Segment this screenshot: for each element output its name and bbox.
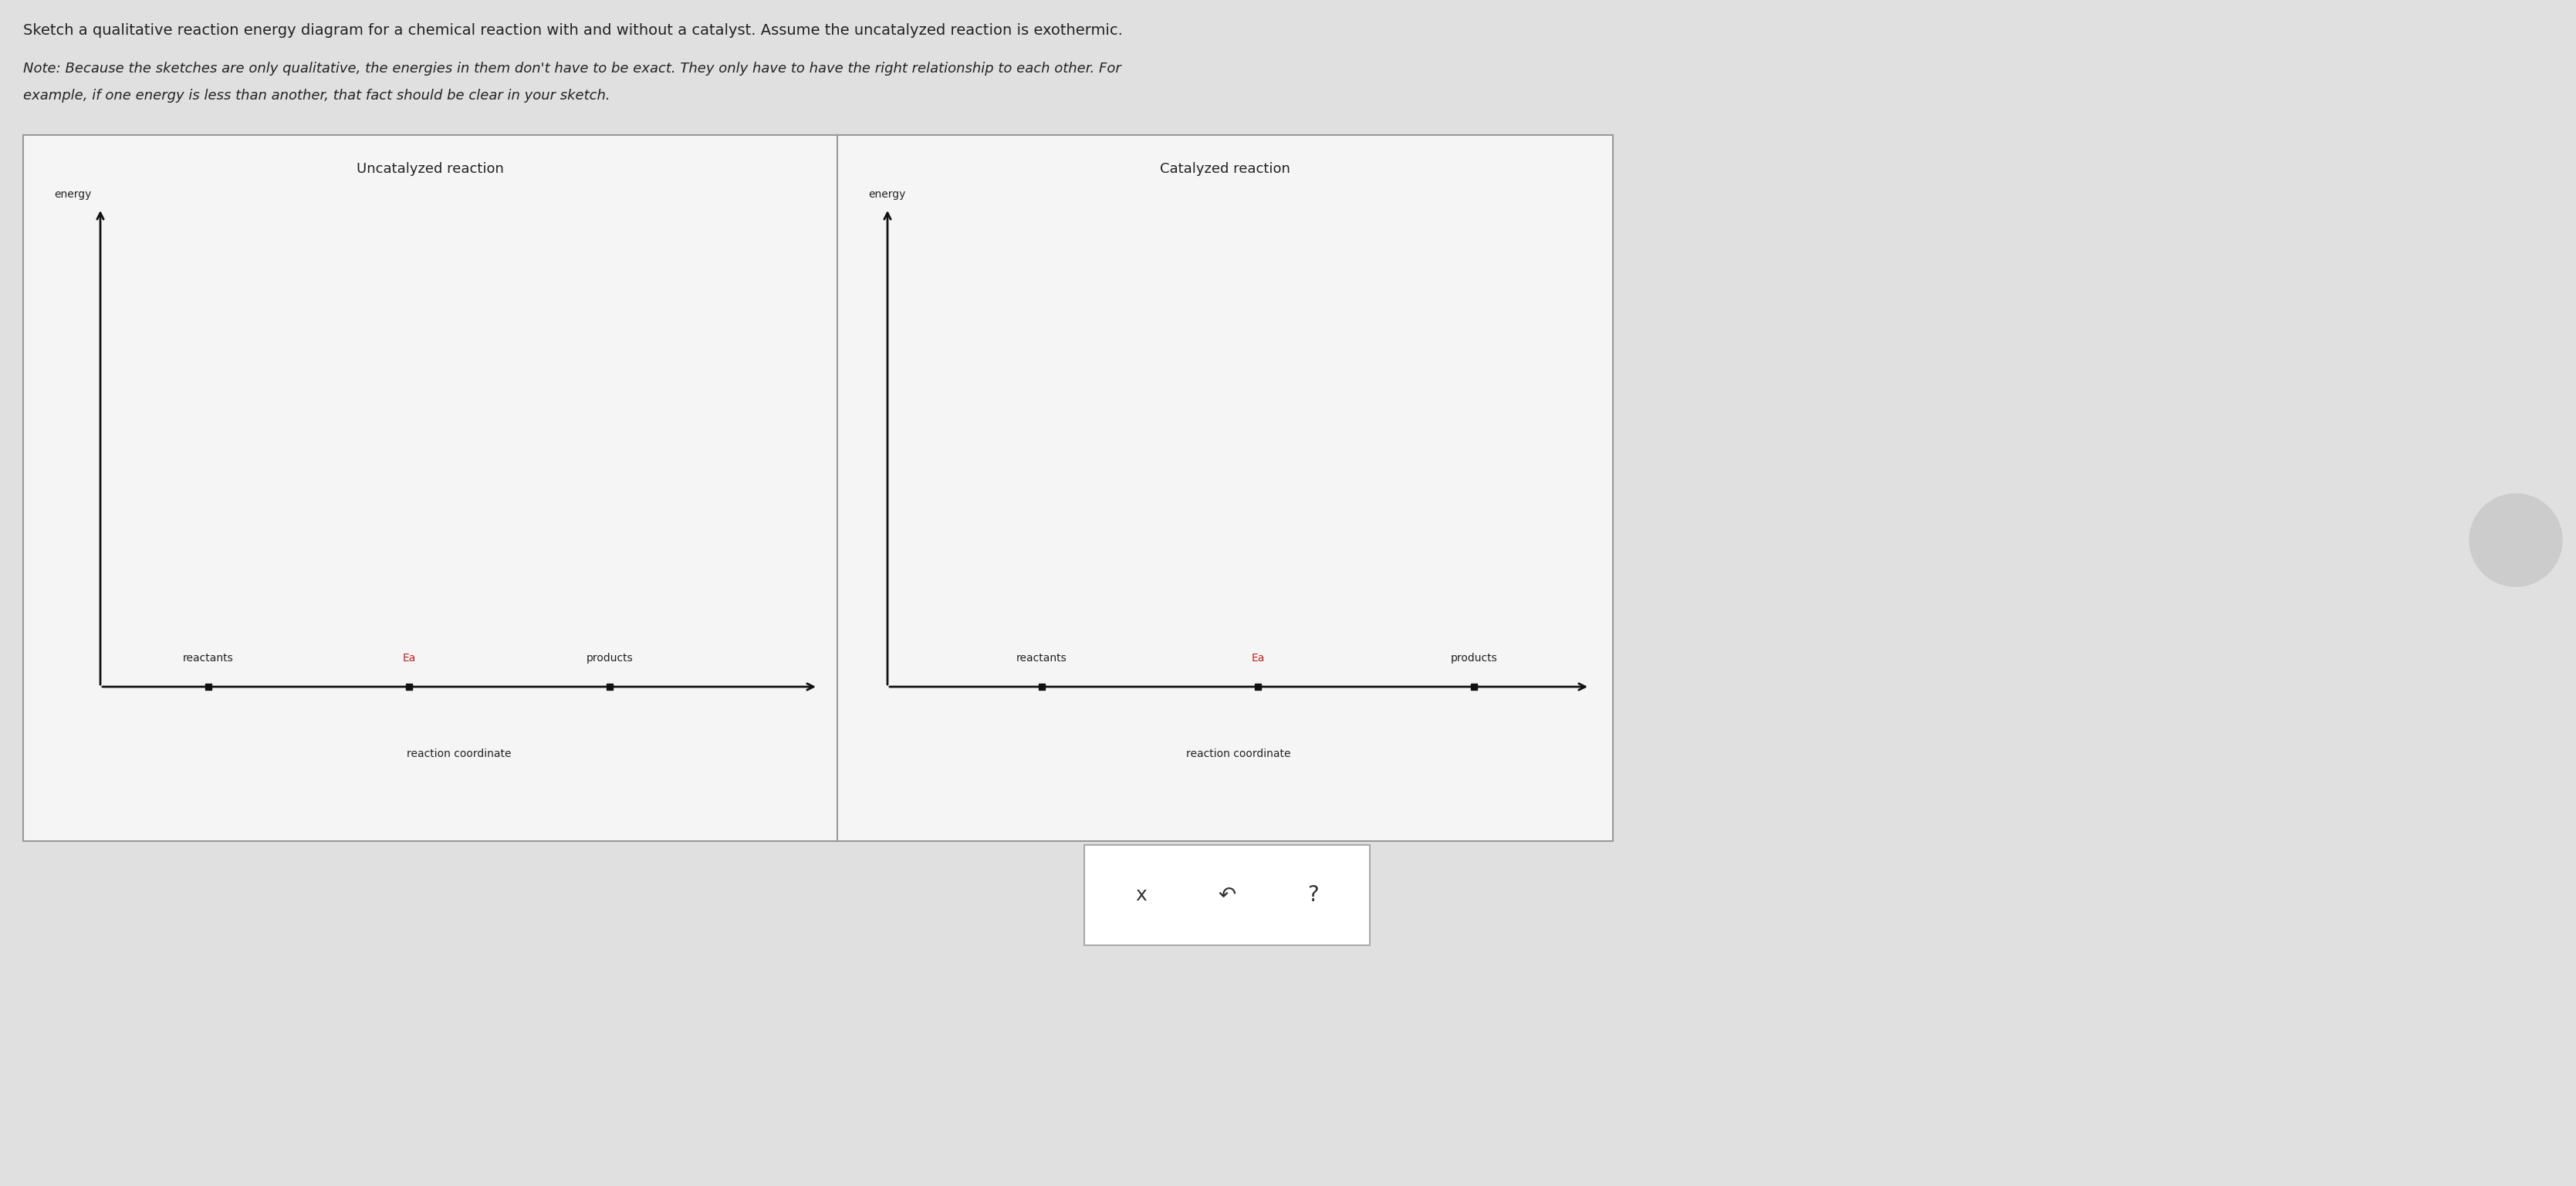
Text: Note: Because the sketches are only qualitative, the energies in them don't have: Note: Because the sketches are only qual… (23, 62, 1121, 76)
Text: reactants: reactants (183, 652, 234, 664)
Text: Uncatalyzed reaction: Uncatalyzed reaction (355, 162, 505, 176)
Text: Ea: Ea (1252, 652, 1265, 664)
Circle shape (2470, 493, 2563, 586)
Text: ?: ? (1306, 885, 1319, 906)
Text: Ea: Ea (402, 652, 415, 664)
Text: reaction coordinate: reaction coordinate (407, 748, 513, 759)
Bar (1084, 844, 1370, 945)
Text: products: products (1450, 652, 1497, 664)
Text: reaction coordinate: reaction coordinate (1188, 748, 1291, 759)
Text: x: x (1136, 886, 1146, 905)
Text: example, if one energy is less than another, that fact should be clear in your s: example, if one energy is less than anot… (23, 89, 611, 103)
Text: Sketch a qualitative reaction energy diagram for a chemical reaction with and wi: Sketch a qualitative reaction energy dia… (23, 24, 1123, 38)
Text: energy: energy (54, 189, 90, 200)
Text: Catalyzed reaction: Catalyzed reaction (1159, 162, 1291, 176)
Bar (23, 135, 1613, 841)
Text: ↶: ↶ (1218, 885, 1236, 906)
Text: reactants: reactants (1018, 652, 1066, 664)
Text: energy: energy (868, 189, 907, 200)
Text: products: products (587, 652, 634, 664)
